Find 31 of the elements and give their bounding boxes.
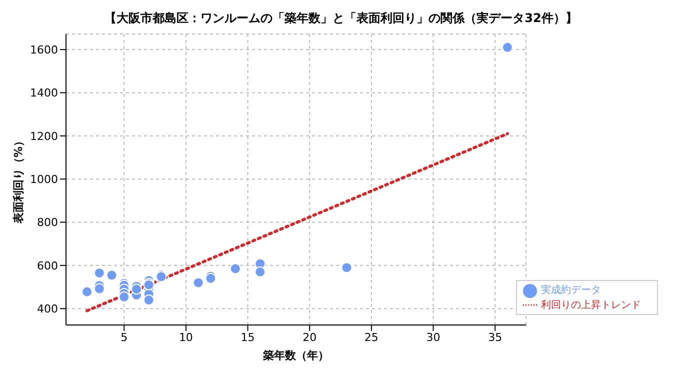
y-tick-label: 1400 [30,86,58,100]
point [82,286,93,298]
x-tick-label: 20 [302,330,317,344]
legend-label: 実成約データ [541,285,601,296]
point [192,277,204,288]
point [502,42,513,53]
y-axis-title: 表面利回り（%） [12,135,25,225]
point [341,262,352,274]
point [94,267,105,278]
point [130,284,142,295]
x-axis-title: 築年数（年） [262,349,329,362]
x-tick-label: 5 [120,330,128,344]
point [94,283,105,294]
chart-title: 【大阪市都島区：ワンルームの「築年数」と「表面利回り」の関係（実データ32件）】 [104,10,578,27]
y-tick-label: 1200 [30,130,58,143]
x-tick-label: 10 [178,330,193,344]
point [118,291,130,302]
x-tick-label: 15 [240,330,255,344]
y-tick-label: 1600 [30,43,58,56]
y-tick-label: 600 [37,259,58,272]
y-tick-label: 400 [37,302,58,316]
point [230,263,241,274]
point [254,266,266,278]
legend-label: 利回りの上昇トレンド [541,300,641,311]
x-tick-label: 25 [364,330,378,344]
y-tick-label: 1000 [30,172,58,186]
point [106,270,118,281]
x-tick-label: 35 [488,330,502,344]
point [143,294,154,306]
x-tick-label: 30 [426,330,440,344]
y-tick-label: 800 [37,216,58,230]
